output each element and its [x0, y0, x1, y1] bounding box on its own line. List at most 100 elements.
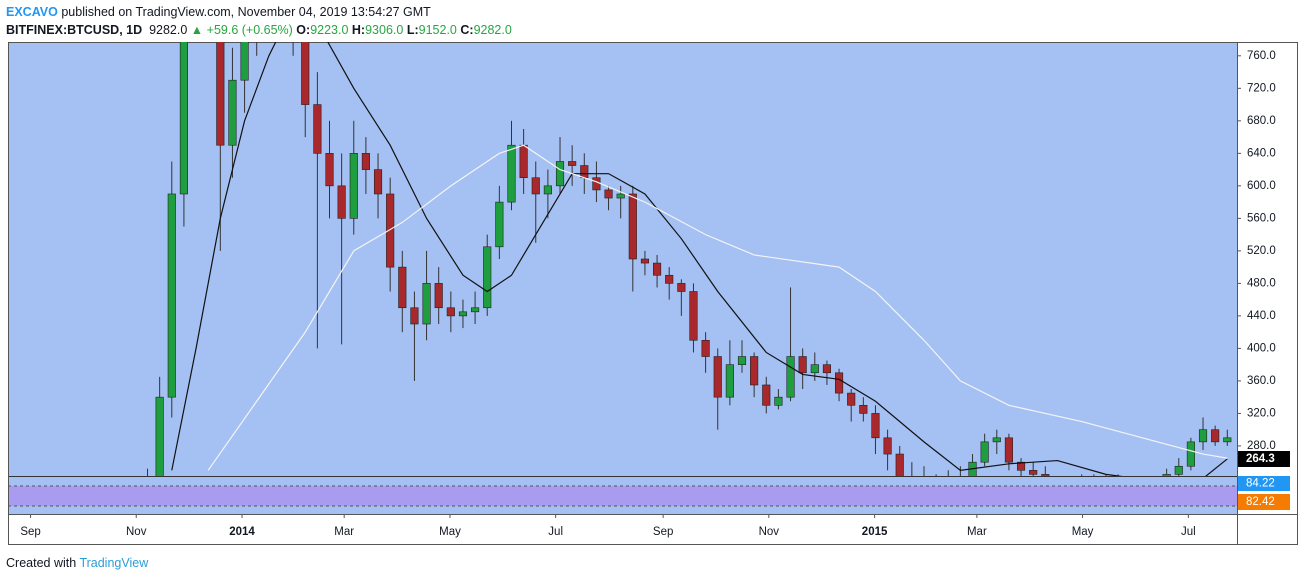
- candle-body: [1004, 437, 1013, 463]
- rsi-tag: [1238, 494, 1290, 510]
- y-tick-label: 480.0: [1247, 277, 1276, 289]
- x-tick-label: Nov: [759, 526, 780, 538]
- candle-body: [155, 396, 164, 476]
- last-value-tag: [1238, 451, 1290, 467]
- candle-body: [301, 42, 310, 105]
- y-tick-label: 600.0: [1247, 180, 1276, 192]
- candle-body: [325, 153, 334, 187]
- x-tick-label: 2014: [229, 526, 255, 538]
- candle-body: [434, 283, 443, 309]
- candle-body: [179, 42, 188, 195]
- candle-body: [980, 441, 989, 463]
- candle-body: [713, 356, 722, 398]
- author[interactable]: EXCAVO: [6, 5, 58, 19]
- o-label: O:: [296, 23, 311, 37]
- plot-background: [8, 42, 1237, 476]
- candle-body: [1186, 441, 1195, 467]
- y-tick-label: 760.0: [1247, 50, 1276, 62]
- candle-body: [847, 392, 856, 406]
- y-tick-label: 320.0: [1247, 407, 1276, 419]
- candle-body: [337, 185, 346, 219]
- candle-body: [240, 42, 249, 81]
- last-value: 264.3: [1246, 453, 1275, 465]
- candle-body: [628, 193, 637, 260]
- candle-body: [762, 384, 771, 406]
- candle-body: [798, 356, 807, 374]
- candle-body: [422, 283, 431, 325]
- candle-body: [253, 0, 261, 23]
- candle-body: [750, 356, 759, 386]
- symbol: BITFINEX:BTCUSD, 1D: [6, 23, 143, 37]
- y-tick-label: 640.0: [1247, 147, 1276, 159]
- candle-body: [737, 356, 747, 365]
- brand[interactable]: TradingView: [79, 556, 149, 570]
- x-tick-label: Sep: [20, 526, 40, 538]
- candle-body: [483, 246, 492, 309]
- candle-body: [228, 79, 237, 146]
- candle-body: [313, 104, 322, 154]
- candle-body: [810, 364, 819, 374]
- y-tick-label: 400.0: [1247, 342, 1276, 354]
- candle-body: [592, 177, 601, 191]
- publish-info: published on TradingView.com, November 0…: [61, 5, 431, 19]
- candle-body: [665, 274, 674, 284]
- candle-body: [410, 307, 419, 325]
- l-label: L:: [406, 23, 419, 37]
- candle-body: [653, 262, 662, 276]
- candle-body: [495, 201, 504, 248]
- candle-body: [398, 266, 407, 309]
- change: ▲ +59.6 (+0.65%): [190, 23, 293, 37]
- x-tick-label: Jul: [548, 526, 563, 538]
- x-tick-label: Jul: [1181, 526, 1196, 538]
- c-label: C:: [460, 23, 474, 37]
- last-price: 9282.0: [149, 23, 188, 37]
- x-tick-label: May: [439, 526, 461, 538]
- candle-body: [519, 144, 528, 179]
- candle-body: [883, 437, 892, 455]
- symbol-line: BITFINEX:BTCUSD, 1D 9282.0 ▲ +59.6 (+0.6…: [6, 23, 512, 37]
- candle-body: [1223, 437, 1232, 443]
- publish-line: EXCAVO published on TradingView.com, Nov…: [6, 5, 431, 19]
- candle-body: [458, 311, 468, 317]
- candle-body: [580, 165, 589, 179]
- created-with: Created with: [6, 556, 77, 570]
- candle-body: [277, 0, 285, 7]
- candle-body: [701, 339, 710, 357]
- candle-body: [507, 144, 516, 203]
- candle-body: [289, 7, 297, 23]
- candle-body: [1174, 465, 1183, 475]
- candle-body: [604, 189, 613, 199]
- candle-body: [1162, 474, 1171, 476]
- candle-body: [774, 396, 783, 406]
- candle-body: [543, 185, 552, 195]
- candle-body: [859, 404, 868, 414]
- h-value: 9306.0: [365, 23, 404, 37]
- candle-body: [689, 291, 698, 341]
- candle-body: [361, 153, 370, 170]
- candle-body: [1198, 429, 1208, 443]
- moving-average: [207, 144, 1228, 471]
- x-tick-label: 2015: [862, 526, 888, 538]
- candle-body: [822, 364, 831, 374]
- rsi-tag: [1238, 476, 1290, 491]
- h-label: H:: [351, 23, 366, 37]
- x-tick-label: Mar: [334, 526, 354, 538]
- candle-body: [386, 193, 395, 268]
- candle-body: [1016, 461, 1026, 471]
- y-tick-label: 360.0: [1247, 375, 1276, 387]
- o-value: 9223.0: [310, 23, 349, 37]
- frame: [8, 42, 1298, 545]
- candle-body: [446, 307, 455, 317]
- candle-body: [1029, 470, 1038, 475]
- y-tick-label: 560.0: [1247, 212, 1276, 224]
- candle-body: [992, 437, 1001, 443]
- x-tick-label: Mar: [967, 526, 987, 538]
- x-tick-label: Sep: [653, 526, 673, 538]
- footer: Created with TradingView: [6, 556, 148, 570]
- moving-average: [171, 42, 1228, 476]
- candle-body: [968, 461, 977, 476]
- candle-body: [471, 307, 480, 313]
- candle-body: [871, 413, 880, 439]
- candle-body: [895, 453, 904, 476]
